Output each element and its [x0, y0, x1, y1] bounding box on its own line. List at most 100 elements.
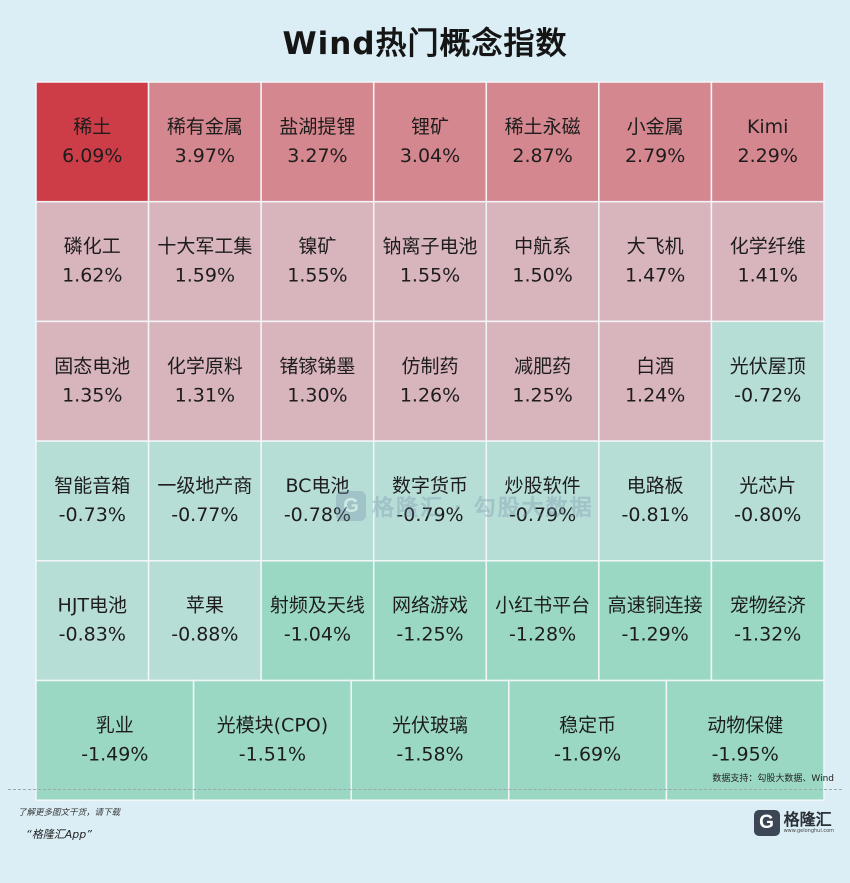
heatmap-tile: 化学纤维 1.41% [710, 200, 825, 323]
heatmap-tile: 动物保健 -1.95% [665, 679, 825, 801]
heatmap-cell [372, 320, 488, 442]
cell-name: 智能音箱 [54, 475, 130, 497]
cell-value: 3.04% [400, 145, 460, 167]
cell-name: BC电池 [285, 475, 349, 497]
cell-name: 光模块(CPO) [217, 714, 329, 736]
heatmap-tile: 一级地产商 -0.77% [147, 440, 262, 562]
cell-value: -1.69% [554, 743, 621, 765]
cell-name: 电路板 [627, 475, 684, 497]
heatmap-tile: 化学原料 1.31% [147, 320, 262, 442]
heatmap-cell [372, 560, 488, 682]
cell-value: 6.09% [62, 145, 122, 167]
cell-value: 1.62% [62, 265, 122, 287]
cell-name: 小红书平台 [495, 595, 590, 617]
heatmap-cell [260, 320, 375, 442]
heatmap-cell [710, 560, 825, 682]
heatmap-cell [35, 81, 150, 203]
cell-value: -0.80% [734, 504, 801, 526]
heatmap-cell [710, 320, 825, 442]
heatmap-cell [598, 320, 713, 442]
heatmap-tile: 炒股软件 -0.79% [485, 440, 600, 562]
heatmap-tile: BC电池 -0.78% [260, 440, 375, 562]
heatmap-cell [485, 200, 600, 323]
heatmap-tile: 稀有金属 3.97% [147, 81, 262, 203]
heatmap-cell [260, 440, 375, 562]
heatmap-tile: 光芯片 -0.80% [710, 440, 825, 562]
cell-name: 动物保健 [707, 714, 783, 736]
heatmap-tile: 宠物经济 -1.32% [710, 560, 825, 682]
heatmap-tile: 镍矿 1.55% [260, 200, 375, 323]
heatmap-tile: 中航系 1.50% [485, 200, 600, 323]
cell-value: 1.50% [512, 265, 572, 287]
cell-name: 钠离子电池 [382, 236, 477, 258]
cell-value: -1.51% [239, 743, 306, 765]
cell-name: 锂矿 [411, 116, 449, 138]
heatmap-tile: Kimi 2.29% [710, 81, 825, 203]
heatmap-cell [35, 679, 195, 801]
heatmap-tile: 光伏屋顶 -0.72% [710, 320, 825, 442]
cell-name: 稀土永磁 [505, 116, 581, 138]
cell-name: 乳业 [96, 714, 134, 736]
heatmap-cell [710, 81, 825, 203]
heatmap-tile: 智能音箱 -0.73% [35, 440, 150, 562]
data-source-note: 数据支持：勾股大数据、Wind [712, 774, 834, 784]
heatmap-cell [372, 200, 488, 323]
heatmap-tile: 减肥药 1.25% [485, 320, 600, 442]
cell-value: -0.73% [59, 504, 126, 526]
heatmap-tile: 仿制药 1.26% [372, 320, 488, 442]
cell-value: -0.78% [284, 504, 351, 526]
cell-name: 稳定币 [559, 714, 616, 736]
cell-value: -1.58% [396, 743, 463, 765]
footer-divider [8, 789, 842, 790]
cell-value: -0.79% [509, 504, 576, 526]
cell-value: -1.95% [712, 743, 779, 765]
cell-name: 一级地产商 [157, 475, 252, 497]
cell-value: -1.28% [509, 624, 576, 646]
cell-name: 磷化工 [64, 236, 121, 258]
heatmap-tile: 电路板 -0.81% [598, 440, 713, 562]
cell-value: 1.26% [400, 384, 460, 406]
heatmap-tile: 磷化工 1.62% [35, 200, 150, 323]
heatmap-cell [598, 440, 713, 562]
heatmap-tile: 锗镓锑墨 1.30% [260, 320, 375, 442]
heatmap-tile: 小金属 2.79% [598, 81, 713, 203]
cell-value: 1.25% [512, 384, 572, 406]
heatmap-cell [710, 200, 825, 323]
cell-name: 锗镓锑墨 [279, 355, 355, 377]
cell-name: 化学纤维 [730, 236, 806, 258]
heatmap-tile: 稀土 6.09% [35, 81, 150, 203]
heatmap-tile: 射频及天线 -1.04% [260, 560, 375, 682]
heatmap-tile: 钠离子电池 1.55% [372, 200, 488, 323]
heatmap-tile: HJT电池 -0.83% [35, 560, 150, 682]
cell-name: 射频及天线 [270, 595, 365, 617]
cell-name: 小金属 [627, 116, 684, 138]
cell-name: HJT电池 [58, 595, 128, 617]
cell-value: -0.88% [171, 624, 238, 646]
cell-value: -1.04% [284, 624, 351, 646]
heatmap-cell [485, 320, 600, 442]
cell-value: 1.55% [287, 265, 347, 287]
cell-value: -1.32% [734, 624, 801, 646]
heatmap-tile: 光伏玻璃 -1.58% [350, 679, 510, 801]
heatmap-cell [260, 560, 375, 682]
cell-name: 苹果 [186, 595, 224, 617]
cell-name: 光芯片 [739, 475, 796, 497]
promo-text: 了解更多图文干货，请下载 [18, 808, 121, 818]
heatmap-tile: 锂矿 3.04% [372, 81, 488, 203]
cell-value: 1.55% [400, 265, 460, 287]
cell-value: 2.29% [738, 145, 798, 167]
heatmap-cell [192, 679, 352, 801]
heatmap-cell [710, 440, 825, 562]
cell-value: -0.77% [171, 504, 238, 526]
heatmap-cell [598, 81, 713, 203]
cell-value: 1.47% [625, 265, 685, 287]
cell-name: 十大军工集 [157, 236, 252, 258]
heatmap-cell [147, 560, 262, 682]
cell-name: 炒股软件 [505, 475, 581, 497]
heatmap-cell [260, 81, 375, 203]
heatmap-cell [508, 679, 668, 801]
heatmap-tile: 高速铜连接 -1.29% [598, 560, 713, 682]
heatmap-cell [350, 679, 510, 801]
cell-value: 1.35% [62, 384, 122, 406]
